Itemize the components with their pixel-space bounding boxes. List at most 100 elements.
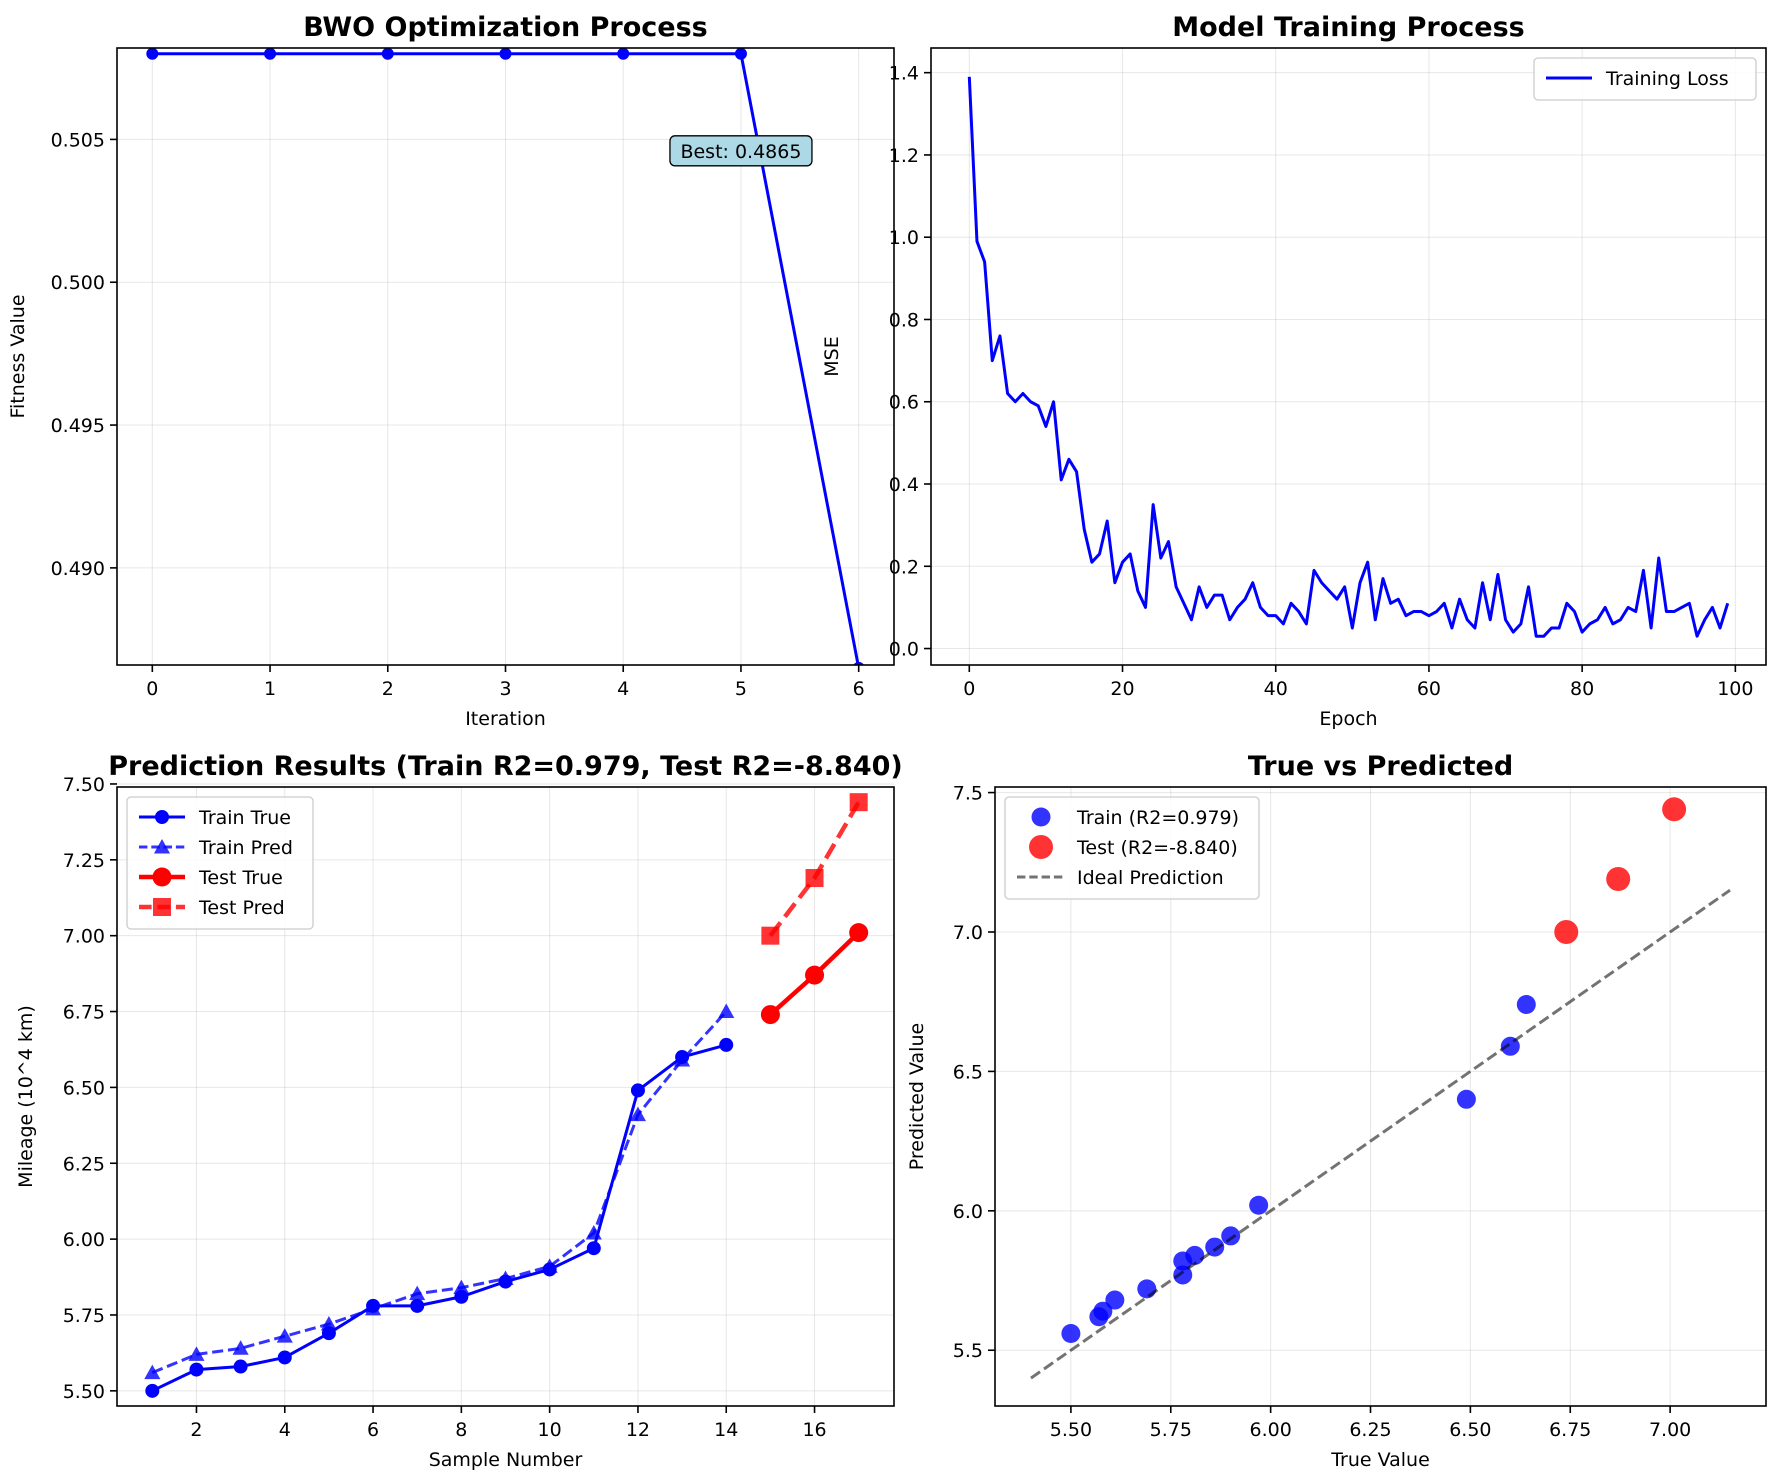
data-point: [585, 1224, 602, 1240]
x-tick-label: 80: [1570, 678, 1594, 700]
panel-model-training: 0 20 40 60 80 100 0.0 0.2 0.4 0.6 0.8 1.0 1.2 1.4 Mode…: [821, 12, 1767, 730]
legend-label: Ideal Prediction: [1077, 867, 1224, 889]
data-point: [541, 1258, 558, 1273]
scatter-point: [1205, 1237, 1225, 1257]
data-point: [805, 965, 825, 985]
chart-title: Prediction Results (Train R2=0.979, Test…: [108, 751, 903, 782]
plot-area: [144, 793, 869, 1398]
y-tick-label: 6.75: [63, 1002, 105, 1024]
scatter-point: [1516, 994, 1536, 1014]
scatter-point: [1249, 1195, 1269, 1215]
chart-title: Model Training Process: [1172, 12, 1525, 43]
x-axis-label: Iteration: [465, 708, 546, 730]
data-point: [276, 1328, 293, 1343]
panel-true-vs-predicted: 5.50 5.75 6.00 6.25 6.50 6.75 7.00 5.5 6.0 6.5 7.0…: [906, 751, 1767, 1471]
x-tick-label: 6.00: [1249, 1419, 1291, 1441]
x-tick-label: 0: [146, 678, 158, 700]
data-point: [674, 1052, 691, 1067]
scatter-point: [1662, 797, 1687, 822]
data-point: [630, 1083, 645, 1098]
x-tick-label: 2: [382, 678, 394, 700]
legend-frame: [1533, 57, 1757, 101]
data-point: [617, 48, 630, 60]
data-point: [188, 1346, 205, 1361]
series-line-1: [151, 1010, 728, 1375]
scatter-point: [1554, 919, 1579, 944]
legend: Training Loss: [1533, 57, 1757, 101]
x-tick-label: 5: [735, 678, 747, 700]
data-point: [410, 1298, 425, 1313]
y-tick-label: 0.505: [51, 129, 105, 151]
x-tick-label: 10: [538, 1419, 562, 1441]
legend-label: Test Pred: [198, 897, 285, 919]
y-tick-label: 0.2: [889, 556, 919, 578]
data-point: [453, 1279, 470, 1295]
x-tick-label: 14: [714, 1419, 738, 1441]
x-tick-label: 16: [802, 1419, 826, 1441]
data-point: [365, 1300, 382, 1316]
x-tick-label: 0: [963, 678, 975, 700]
y-axis-label: Fitness Value: [7, 294, 29, 418]
data-point: [409, 1285, 426, 1301]
axes-frame: [930, 47, 1767, 666]
panel-prediction-results: 2 4 6 8 10 12 14 16 5.50 5.75 6.00 6.25 6.50 6.75 7.00…: [15, 751, 903, 1471]
data-point: [145, 1383, 160, 1398]
y-tick-label: 6.5: [953, 1061, 983, 1083]
y-tick-label: 7.0: [953, 922, 983, 944]
legend-frame: [126, 796, 314, 930]
series-line-0: [151, 1043, 727, 1393]
data-point: [277, 1350, 292, 1365]
annotation-box: [669, 135, 813, 167]
y-tick-label: 0.8: [889, 309, 919, 331]
panel-bwo-optimization: 0 1 2 3 4 5 6 0.490 0.495 0.500 0.505 BWO Optimizat…: [7, 12, 895, 730]
data-point: [499, 48, 512, 60]
x-tick-label: 7.00: [1649, 1419, 1691, 1441]
data-point: [761, 926, 780, 945]
legend-marker: [153, 898, 171, 916]
legend-marker: [155, 810, 169, 824]
legend-marker: [1029, 835, 1053, 859]
y-tick-label: 5.75: [63, 1305, 105, 1327]
y-tick-label: 1.4: [889, 63, 919, 85]
y-axis-label: MSE: [821, 336, 843, 376]
x-tick-label: 5.50: [1050, 1419, 1092, 1441]
y-axis-label: Predicted Value: [906, 1023, 928, 1170]
legend-marker: [152, 867, 172, 887]
y-tick-label: 0.4: [889, 474, 919, 496]
y-tick-label: 6.00: [63, 1229, 105, 1251]
y-tick-label: 7.50: [63, 774, 105, 796]
scatter-point: [1093, 1301, 1113, 1321]
y-tick-label: 6.0: [953, 1201, 983, 1223]
scatter-point: [1221, 1226, 1241, 1246]
data-point: [849, 793, 868, 812]
legend-label: Train True: [198, 807, 291, 829]
chart-title: BWO Optimization Process: [303, 12, 707, 43]
legend-label: Train Pred: [198, 837, 293, 859]
data-point: [320, 1316, 337, 1331]
x-tick-label: 4: [617, 678, 629, 700]
x-tick-label: 8: [455, 1419, 467, 1441]
y-tick-label: 0.500: [51, 272, 105, 294]
scatter-point: [1185, 1245, 1205, 1265]
x-tick-label: 12: [626, 1419, 650, 1441]
scatter-point: [1173, 1265, 1193, 1285]
data-point: [497, 1270, 514, 1285]
y-tick-label: 7.5: [953, 783, 983, 805]
x-tick-label: 60: [1417, 678, 1441, 700]
x-tick-label: 6: [367, 1419, 379, 1441]
x-tick-label: 1: [264, 678, 276, 700]
x-tick-label: 5.75: [1150, 1419, 1192, 1441]
data-point: [144, 1364, 161, 1380]
y-tick-label: 0.490: [51, 558, 105, 580]
series-line-0: [967, 76, 1730, 638]
data-point: [760, 1005, 780, 1025]
x-axis-label: Sample Number: [429, 1449, 583, 1471]
y-tick-label: 7.25: [63, 850, 105, 872]
x-tick-label: 6.50: [1449, 1419, 1491, 1441]
legend-marker: [1031, 807, 1051, 827]
plot-area: [967, 76, 1730, 638]
x-axis-label: Epoch: [1319, 708, 1377, 730]
data-point: [734, 48, 747, 60]
legend-frame: [1004, 796, 1260, 900]
